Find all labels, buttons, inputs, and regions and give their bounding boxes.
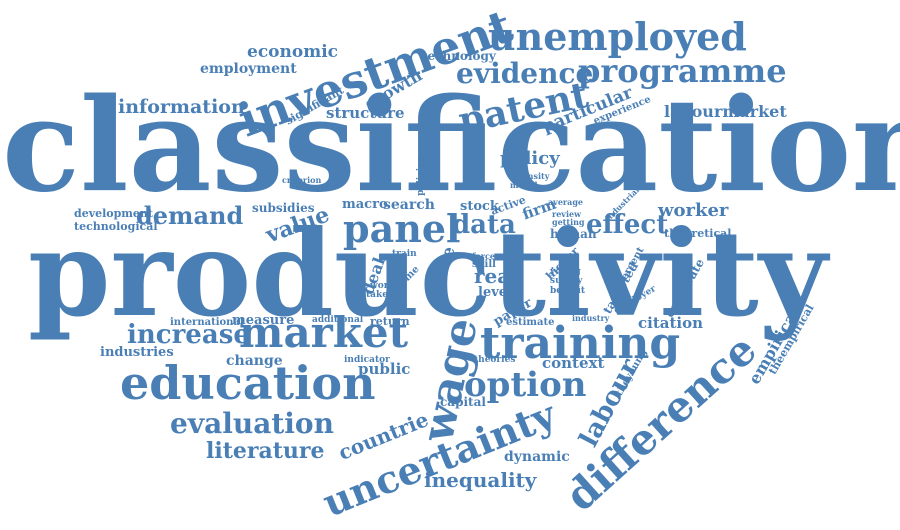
word-survey: survey [550, 276, 583, 286]
word-criterion: criterion [282, 175, 322, 185]
word-stock: stock [460, 199, 499, 214]
word-change: change [226, 353, 283, 369]
word-average: average [548, 197, 584, 207]
word-effect: effect [586, 210, 669, 240]
word-literature: literature [206, 438, 325, 464]
word-panel: panel [343, 206, 461, 251]
word-skill: skill [472, 259, 496, 270]
word-policies: policies [415, 157, 426, 196]
word-dynamic: dynamic [504, 449, 570, 465]
word-theories: theories [474, 355, 516, 365]
word-data: data [452, 210, 516, 240]
word-increase: increase [127, 320, 250, 350]
word-industries: industries [100, 345, 174, 360]
word-industry: industry [572, 313, 610, 323]
word-international: international [170, 317, 244, 328]
word-economic: economic [247, 42, 339, 62]
word-model: model [510, 180, 538, 190]
word-evaluation: evaluation [170, 407, 334, 440]
word-context: context [542, 354, 605, 372]
word-search: search [383, 197, 435, 213]
word-productivity: productivity [28, 204, 828, 343]
word-return: return [370, 315, 410, 328]
word-macro: macro [342, 197, 388, 212]
word-inequality: inequality [424, 468, 537, 492]
word-citation: citation [638, 314, 704, 332]
word-indicator: indicator [344, 355, 390, 365]
word-market: market [239, 308, 409, 357]
word-unemployed: unemployed [488, 14, 747, 59]
word-training: training [480, 318, 681, 369]
word-option: option [464, 365, 587, 405]
word-young: young [550, 267, 581, 277]
word-education: education [120, 356, 376, 410]
word-programme: programme [578, 52, 787, 90]
word-theoretical: theoretical [664, 227, 732, 240]
word-level: level [478, 285, 512, 300]
word-structure: structure [326, 104, 405, 122]
word-additional: additional [312, 315, 364, 325]
word-technological: technological [74, 220, 158, 233]
word-policy: policy [500, 148, 560, 169]
word-technology: technology [422, 49, 496, 63]
word-employment: employment [200, 61, 297, 77]
word-intensity: intensity [510, 171, 550, 181]
word-information: information [118, 96, 245, 118]
word-evidence: evidence [456, 57, 594, 90]
word-human: human [550, 227, 597, 241]
word-demand: demand [136, 201, 244, 230]
word-classification: classification [2, 71, 900, 221]
word-capital: capital [440, 395, 486, 409]
word-review: review [552, 209, 581, 219]
word-labourmarket: labourmarket [664, 102, 787, 121]
word-work: work [370, 281, 395, 291]
word-measure: measure [232, 313, 295, 328]
word-benefit: benefit [550, 286, 585, 296]
word-worker: worker [658, 200, 729, 221]
word-takeup: takeup [366, 290, 401, 300]
word-getting: getting [552, 217, 585, 227]
word-real: real [474, 264, 518, 288]
word-train: train [392, 249, 417, 259]
word-development: development [74, 207, 154, 220]
word-estimate: estimate [506, 317, 555, 328]
word-force: force [472, 251, 495, 261]
word-subsidies: subsidies [252, 201, 315, 215]
word-public: public [358, 360, 411, 378]
